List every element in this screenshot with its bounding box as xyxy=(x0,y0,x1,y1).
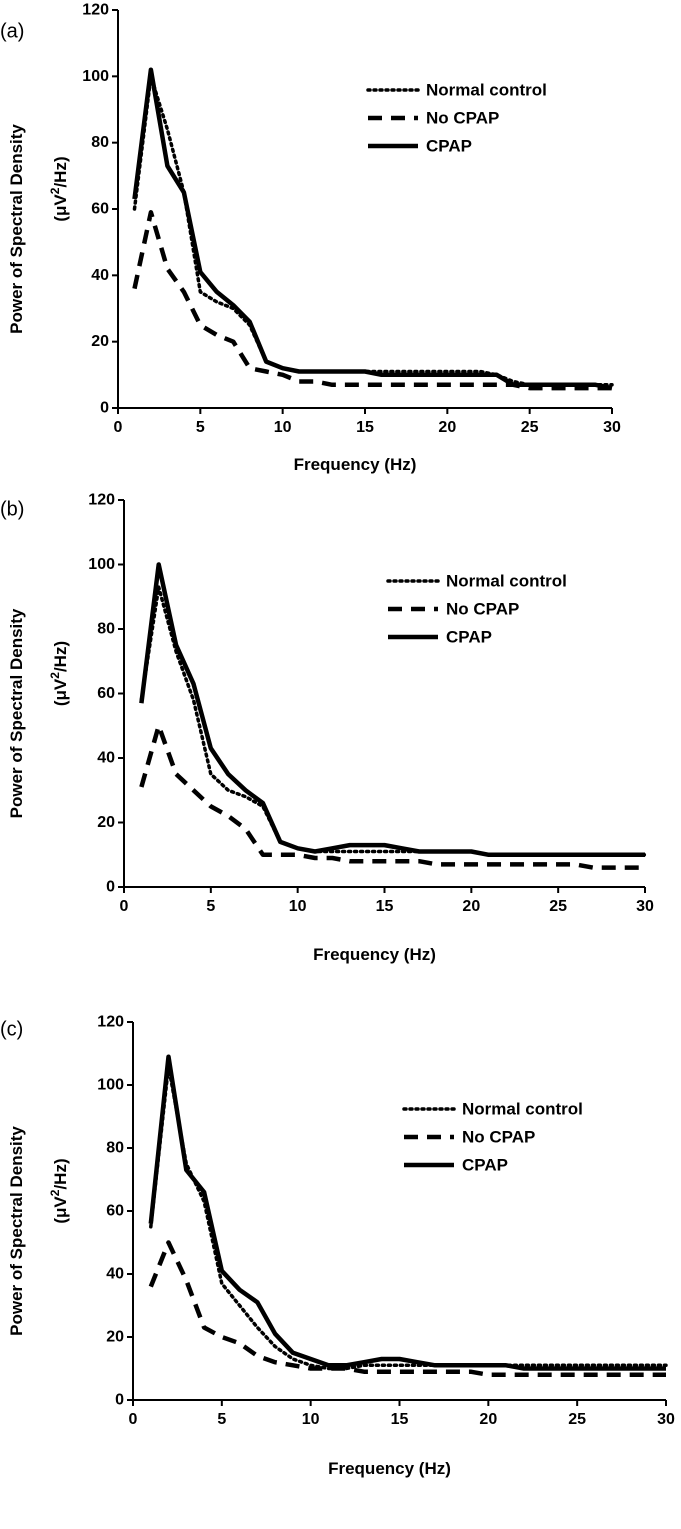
series-line-no-cpap xyxy=(148,1240,666,1378)
y-axis-title-line2: (μV2/Hz) xyxy=(48,156,70,221)
y-tick-label: 40 xyxy=(97,750,115,767)
y-axis-unit-prefix: (μV xyxy=(51,678,70,706)
y-tick-label: 60 xyxy=(106,1203,124,1220)
y-axis-title-line2: (μV2/Hz) xyxy=(48,641,70,706)
chart-panel-a: (a) 0 20 40 60 80 100 120 0 5 10 15 20 25 30 Frequency … xyxy=(0,2,621,475)
series-line-no-cpap xyxy=(139,723,645,870)
chart-panel-b: (b) 0 20 40 60 80 100 120 0 5 10 15 20 25 30 Frequency … xyxy=(0,492,654,965)
x-tick-label: 30 xyxy=(636,898,654,915)
series-line-normal-control xyxy=(149,1064,668,1371)
y-axis-unit-superscript: 2 xyxy=(48,672,62,679)
legend-label: No CPAP xyxy=(426,109,499,128)
series-line-no-cpap xyxy=(132,210,612,391)
y-tick-label: 0 xyxy=(115,1392,124,1409)
x-tick-label: 5 xyxy=(196,419,205,436)
chart-panel-c: (c) 0 20 40 60 80 100 120 0 5 10 15 20 25 30 Frequency … xyxy=(0,1014,675,1479)
series-line-cpap xyxy=(139,562,645,858)
y-axis-unit-suffix: /Hz) xyxy=(51,1158,70,1189)
y-axis-title-line1: Power of Spectral Density xyxy=(7,1126,26,1336)
y-tick-label: 0 xyxy=(106,879,115,896)
x-tick-label: 15 xyxy=(391,1411,409,1428)
x-tick-label: 15 xyxy=(376,898,394,915)
series-line-cpap xyxy=(148,1054,666,1371)
y-axis-title-line1: Power of Spectral Density xyxy=(7,608,26,818)
x-tick-label: 25 xyxy=(549,898,567,915)
y-axis-unit-superscript: 2 xyxy=(48,187,62,194)
x-tick-label: 10 xyxy=(302,1411,320,1428)
y-axis-unit-superscript: 2 xyxy=(48,1189,62,1196)
x-tick-label: 20 xyxy=(462,898,480,915)
legend-label: Normal control xyxy=(462,1100,583,1119)
x-tick-label: 25 xyxy=(568,1411,586,1428)
legend-label: No CPAP xyxy=(462,1128,535,1147)
y-tick-label: 80 xyxy=(106,1140,124,1157)
legend-label: CPAP xyxy=(426,137,472,156)
y-axis-unit-prefix: (μV xyxy=(51,194,70,222)
y-axis-unit-prefix: (μV xyxy=(51,1196,70,1224)
y-tick-label: 100 xyxy=(82,68,109,85)
legend: Normal control No CPAP CPAP xyxy=(402,1100,583,1175)
y-axis-unit-suffix: /Hz) xyxy=(51,641,70,672)
y-tick-label: 80 xyxy=(91,134,109,151)
legend-label: Normal control xyxy=(426,81,547,100)
x-axis-title: Frequency (Hz) xyxy=(328,1459,451,1478)
series-line-normal-control xyxy=(139,585,647,857)
x-tick-label: 20 xyxy=(479,1411,497,1428)
y-tick-label: 40 xyxy=(91,267,109,284)
y-tick-label: 20 xyxy=(97,814,115,831)
y-tick-label: 120 xyxy=(82,2,109,19)
y-tick-label: 0 xyxy=(100,400,109,417)
y-axis-title-line1: Power of Spectral Density xyxy=(7,124,26,334)
x-tick-label: 30 xyxy=(657,1411,675,1428)
y-tick-label: 60 xyxy=(97,685,115,702)
x-axis-title: Frequency (Hz) xyxy=(294,455,417,474)
panel-label: (a) xyxy=(0,21,24,43)
x-tick-label: 0 xyxy=(120,898,129,915)
y-tick-label: 20 xyxy=(91,333,109,350)
x-tick-label: 5 xyxy=(217,1411,226,1428)
legend: Normal control No CPAP CPAP xyxy=(386,572,567,647)
y-tick-label: 100 xyxy=(88,556,115,573)
x-tick-label: 15 xyxy=(356,419,374,436)
y-axis-unit-suffix: /Hz) xyxy=(51,156,70,187)
x-tick-label: 25 xyxy=(521,419,539,436)
legend-label: Normal control xyxy=(446,572,567,591)
y-tick-label: 60 xyxy=(91,201,109,218)
panel-label: (c) xyxy=(0,1019,23,1041)
y-tick-label: 80 xyxy=(97,621,115,638)
series-line-normal-control xyxy=(132,74,614,387)
x-tick-label: 5 xyxy=(206,898,215,915)
x-axis-title: Frequency (Hz) xyxy=(313,945,436,964)
legend-label: CPAP xyxy=(446,628,492,647)
y-axis-title-line2: (μV2/Hz) xyxy=(48,1158,70,1223)
legend-label: No CPAP xyxy=(446,600,519,619)
legend-label: CPAP xyxy=(462,1156,508,1175)
x-tick-label: 30 xyxy=(603,419,621,436)
y-tick-label: 120 xyxy=(97,1014,124,1031)
x-tick-label: 10 xyxy=(289,898,307,915)
x-tick-label: 0 xyxy=(129,1411,138,1428)
y-tick-label: 40 xyxy=(106,1266,124,1283)
x-tick-label: 10 xyxy=(274,419,292,436)
x-tick-label: 20 xyxy=(438,419,456,436)
x-tick-label: 0 xyxy=(114,419,123,436)
legend: Normal control No CPAP CPAP xyxy=(366,81,547,156)
y-tick-label: 120 xyxy=(88,492,115,509)
y-tick-label: 100 xyxy=(97,1077,124,1094)
series-line-cpap xyxy=(132,67,613,391)
panel-label: (b) xyxy=(0,499,24,521)
y-tick-label: 20 xyxy=(106,1329,124,1346)
